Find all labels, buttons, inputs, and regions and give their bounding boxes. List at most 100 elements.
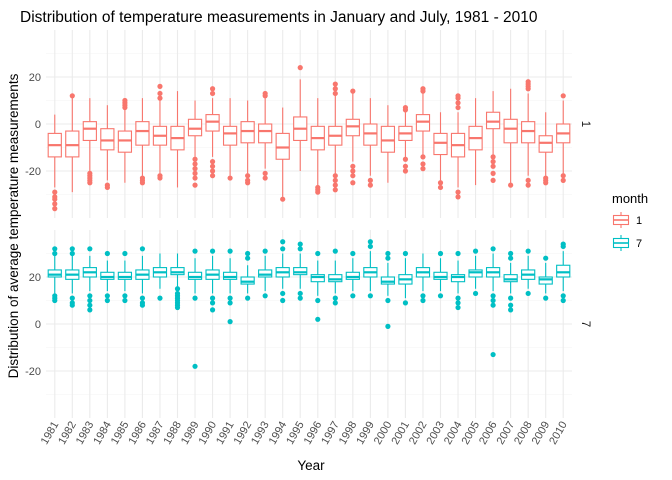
outlier-point xyxy=(157,175,163,181)
box-iqr xyxy=(117,271,133,280)
outlier-point xyxy=(560,297,566,304)
outlier-point xyxy=(192,166,198,172)
outlier-point xyxy=(192,156,198,162)
box-2006-month-7 xyxy=(485,246,501,358)
outlier-point xyxy=(402,156,409,162)
box-2003-month-1 xyxy=(433,112,448,191)
outlier-point xyxy=(227,319,233,325)
outlier-point xyxy=(332,300,338,306)
box-iqr xyxy=(485,111,501,130)
outlier-point xyxy=(437,184,444,191)
box-iqr xyxy=(293,267,308,276)
box-2005-month-1 xyxy=(468,98,483,186)
outlier-point xyxy=(227,295,233,301)
outlier-point xyxy=(297,295,303,301)
outlier-point xyxy=(87,307,93,313)
box-1990-month-7 xyxy=(205,248,220,313)
outlier-point xyxy=(472,248,479,254)
outlier-point xyxy=(385,297,391,304)
box-1985-month-1 xyxy=(117,97,133,183)
legend-label: 1 xyxy=(636,215,642,227)
outlier-point xyxy=(52,250,58,257)
box-2008-month-7 xyxy=(521,248,536,297)
outlier-point xyxy=(227,248,233,254)
outlier-point xyxy=(560,93,566,99)
outlier-point xyxy=(227,175,233,181)
outlier-point xyxy=(402,163,409,169)
outlier-point xyxy=(192,182,198,188)
box-1999-month-1 xyxy=(363,98,378,188)
box-iqr xyxy=(328,274,343,283)
outlier-point xyxy=(297,290,303,297)
outlier-point xyxy=(315,297,321,304)
box-1994-month-1 xyxy=(275,107,290,202)
box-1997-month-1 xyxy=(328,81,343,193)
outlier-point xyxy=(543,295,549,301)
outlier-point xyxy=(367,243,373,250)
legend-label: 7 xyxy=(636,238,642,250)
outlier-point xyxy=(87,246,93,252)
outlier-point xyxy=(122,97,128,104)
outlier-point xyxy=(332,81,338,87)
x-axis-title: Year xyxy=(297,458,325,473)
outlier-point xyxy=(174,304,181,311)
outlier-point xyxy=(350,88,356,94)
outlier-point xyxy=(104,184,110,191)
outlier-point xyxy=(525,182,531,188)
outlier-point xyxy=(157,90,163,97)
box-iqr xyxy=(521,121,536,144)
outlier-point xyxy=(332,177,338,183)
box-1987-month-1 xyxy=(152,83,168,181)
outlier-point xyxy=(420,86,426,92)
outlier-point xyxy=(437,250,444,257)
box-iqr xyxy=(310,274,325,283)
box-iqr xyxy=(100,271,115,280)
outlier-point xyxy=(490,302,496,308)
outlier-point xyxy=(69,302,75,308)
box-iqr xyxy=(222,125,238,146)
box-iqr xyxy=(187,271,203,280)
box-1998-month-1 xyxy=(345,88,360,186)
outlier-point xyxy=(192,170,198,176)
y-axis-title: Distribution of average temperature meas… xyxy=(6,73,21,378)
outlier-point xyxy=(280,297,286,304)
outlier-point xyxy=(52,206,58,212)
outlier-point xyxy=(490,170,496,176)
box-2010-month-7 xyxy=(556,241,571,304)
outlier-point xyxy=(245,295,251,301)
box-iqr xyxy=(450,274,466,283)
outlier-point xyxy=(455,304,461,311)
box-1990-month-1 xyxy=(205,86,220,179)
box-1983-month-7 xyxy=(82,246,97,313)
box-2005-month-7 xyxy=(468,248,483,297)
box-2003-month-7 xyxy=(433,250,448,299)
outlier-point xyxy=(402,300,409,306)
outlier-point xyxy=(455,250,461,257)
outlier-point xyxy=(508,250,514,257)
outlier-point xyxy=(104,297,110,304)
outlier-point xyxy=(350,180,356,186)
box-1993-month-7 xyxy=(258,248,273,299)
outlier-point xyxy=(350,293,356,299)
outlier-point xyxy=(525,79,531,85)
outlier-point xyxy=(420,166,426,172)
box-1982-month-1 xyxy=(65,93,80,193)
outlier-point xyxy=(402,168,409,174)
box-1987-month-7 xyxy=(152,253,168,301)
box-1982-month-7 xyxy=(65,246,80,308)
outlier-point xyxy=(139,295,146,301)
box-iqr xyxy=(240,121,255,144)
box-2000-month-7 xyxy=(380,250,396,329)
outlier-point xyxy=(262,90,268,97)
outlier-point xyxy=(52,189,58,195)
outlier-point xyxy=(209,159,216,165)
x-axis: 1981198219831984198519861987198819891990… xyxy=(39,420,570,447)
box-1992-month-7 xyxy=(240,250,255,301)
outlier-point xyxy=(192,175,198,181)
box-2007-month-7 xyxy=(503,250,518,313)
outlier-point xyxy=(245,173,251,179)
legend-item-7: 7 xyxy=(612,235,642,251)
box-iqr xyxy=(556,264,571,278)
facet-strip-label: 1 xyxy=(579,121,591,127)
